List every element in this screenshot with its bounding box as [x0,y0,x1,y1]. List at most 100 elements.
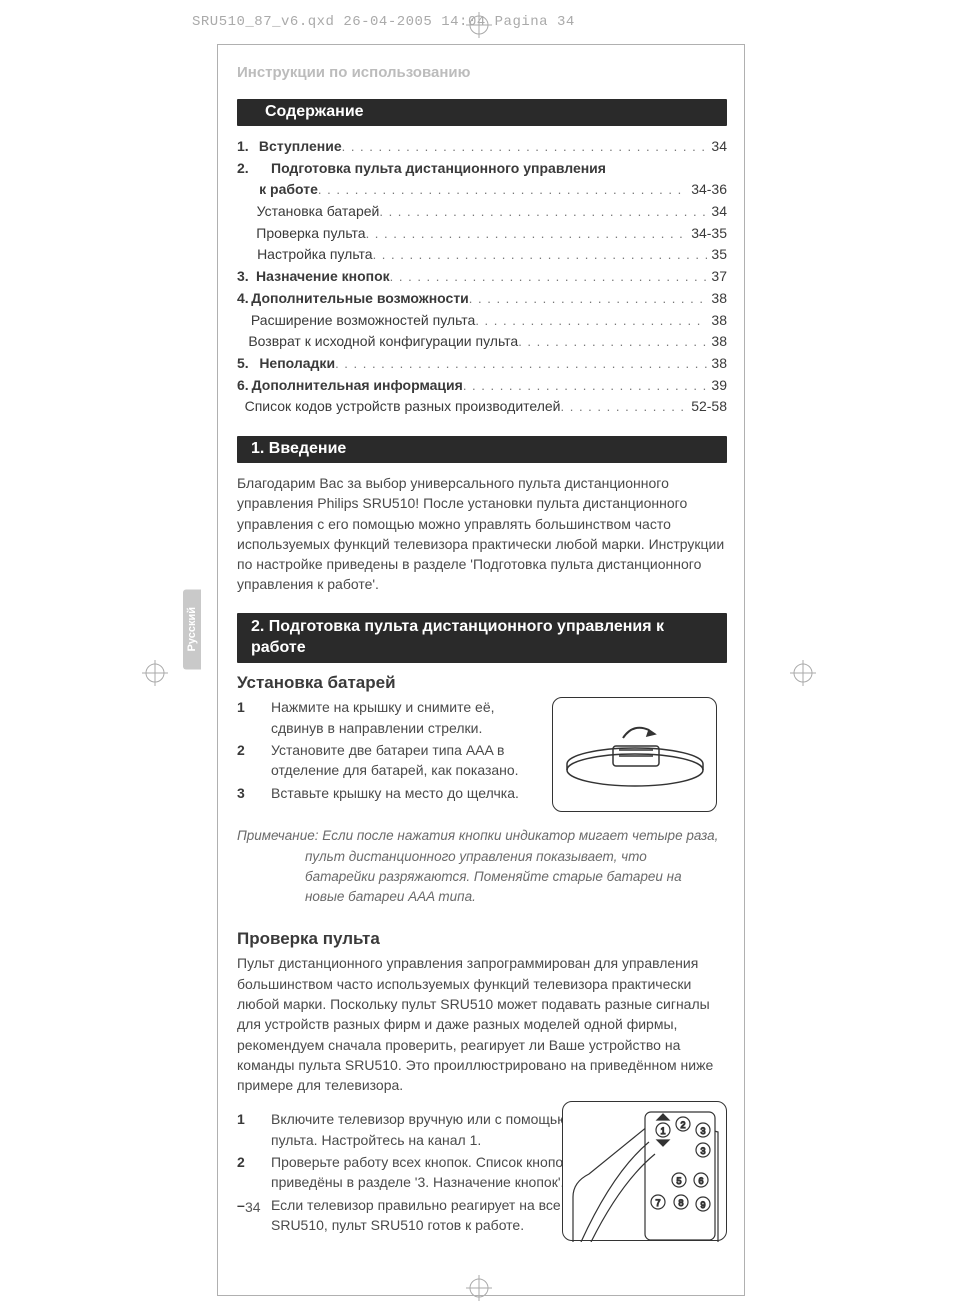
toc-row: Возврат к исходной конфигурации пульта 38 [237,331,727,353]
qxd-header: SRU510_87_v6.qxd 26-04-2005 14:04 Pagina… [192,14,575,30]
toc-dots [518,331,707,353]
toc-page: 39 [707,375,727,397]
toc-page: 52-58 [687,396,727,418]
toc-num: 4. [237,288,251,310]
toc-label: Назначение кнопок [256,266,390,288]
toc-row: Список кодов устройств разных производит… [237,396,727,418]
toc-dots [379,201,707,223]
svg-text:2: 2 [680,1120,685,1130]
toc-label: Дополнительная информация [252,375,463,397]
toc-num: 5. [237,353,259,375]
toc-label: Список кодов устройств разных производит… [245,396,561,418]
battery-note: Примечание: Если после нажатия кнопки ин… [237,826,727,907]
section-2-subhead-1: Установка батарей [237,673,727,693]
toc-row: 6.Дополнительная информация 39 [237,375,727,397]
doc-section-label: Инструкции по использованию [237,64,727,81]
toc-page: 34 [707,136,727,158]
language-tab: Русский [183,589,201,669]
step-number: 3 [237,783,271,803]
battery-illustration-icon [553,698,718,813]
toc-page: 34-36 [687,179,727,201]
figure-battery [552,697,717,812]
step-text: Установите две батареи типа AAA в отделе… [271,740,542,781]
toc-label: Установка батарей [257,201,380,223]
toc-dots [561,396,688,418]
toc-page: 38 [707,310,727,332]
step-row: 3Вставьте крышку на место до щелчка. [237,783,542,803]
toc-dots [390,266,708,288]
toc-row: Установка батарей 34 [237,201,727,223]
toc-num: 1. [237,136,259,158]
figure-remote: 1 2 3 3 5 6 7 8 9 [562,1101,727,1241]
step-number: 2 [237,740,271,781]
note-lead: Примечание: Если после нажатия кнопки ин… [237,828,718,843]
svg-text:9: 9 [700,1200,705,1210]
crop-mark-top-icon [466,12,492,38]
table-of-contents: 1.Вступление342.Подготовка пульта дистан… [237,136,727,418]
svg-text:3: 3 [700,1146,705,1156]
toc-label: Дополнительные возможности [251,288,468,310]
toc-row: 3.Назначение кнопок 37 [237,266,727,288]
svg-text:6: 6 [698,1176,703,1186]
step-number: 1 [237,1109,271,1150]
toc-num [237,396,245,418]
toc-dots [366,223,688,245]
svg-text:7: 7 [655,1198,660,1208]
step-number: 1 [237,697,271,738]
step-number: 2 [237,1152,271,1193]
toc-dots [373,244,708,266]
toc-label: Проверка пульта [256,223,365,245]
battery-steps: 1Нажмите на крышку и снимите её, сдвинув… [237,697,552,812]
toc-row: Настройка пульта 35 [237,244,727,266]
toc-num [237,310,251,332]
toc-row: Проверка пульта 34-35 [237,223,727,245]
note-line-2: батарейки разряжаются. Поменяйте старые … [237,867,727,887]
toc-dots [318,179,687,201]
section-2-body-2: Пульт дистанционного управления запрогра… [237,953,727,1095]
toc-row: 5.Неполадки38 [237,353,727,375]
toc-dots [342,136,708,158]
remote-illustration-icon: 1 2 3 3 5 6 7 8 9 [563,1102,728,1242]
toc-label: Расширение возможностей пульта [251,310,475,332]
svg-text:1: 1 [660,1126,665,1136]
toc-page: 35 [707,244,727,266]
toc-page: 38 [707,353,727,375]
svg-text:3: 3 [700,1126,705,1136]
toc-row: 1.Вступление 34 [237,136,727,158]
toc-page: 34 [707,201,727,223]
toc-page: 37 [707,266,727,288]
page-number: 34 [245,1199,261,1215]
toc-row: Расширение возможностей пульта 38 [237,310,727,332]
step-text: Вставьте крышку на место до щелчка. [271,783,542,803]
step-row: 2Установите две батареи типа AAA в отдел… [237,740,542,781]
section-2-subhead-2: Проверка пульта [237,929,727,949]
toc-page: 34-35 [687,223,727,245]
page-content: Русский Инструкции по использованию Соде… [237,64,727,1237]
toc-dots [463,375,708,397]
toc-dots [335,353,707,375]
note-line-1: пульт дистанционного управления показыва… [237,847,727,867]
toc-num [237,244,257,266]
toc-row: к работе 34-36 [237,179,727,201]
toc-heading: Содержание [237,99,727,126]
toc-num [237,179,259,201]
toc-row: 2.Подготовка пульта дистанционного управ… [237,158,727,180]
toc-num [237,331,248,353]
toc-page: 38 [707,331,727,353]
toc-num: 2. [237,158,271,180]
toc-num [237,201,257,223]
toc-num: 6. [237,375,252,397]
toc-label: Настройка пульта [257,244,373,266]
note-line-3: новые батареи AAA типа. [237,887,727,907]
toc-label: Возврат к исходной конфигурации пульта [248,331,518,353]
toc-label: Вступление [259,136,342,158]
toc-num [237,223,256,245]
toc-page: 38 [707,288,727,310]
step-row: 1Нажмите на крышку и снимите её, сдвинув… [237,697,542,738]
section-1-body: Благодарим Вас за выбор универсального п… [237,473,727,595]
step-text: Нажмите на крышку и снимите её, сдвинув … [271,697,542,738]
toc-label: к работе [259,179,318,201]
crop-mark-left-icon [142,660,168,686]
toc-num: 3. [237,266,256,288]
crop-mark-right-icon [790,660,816,686]
